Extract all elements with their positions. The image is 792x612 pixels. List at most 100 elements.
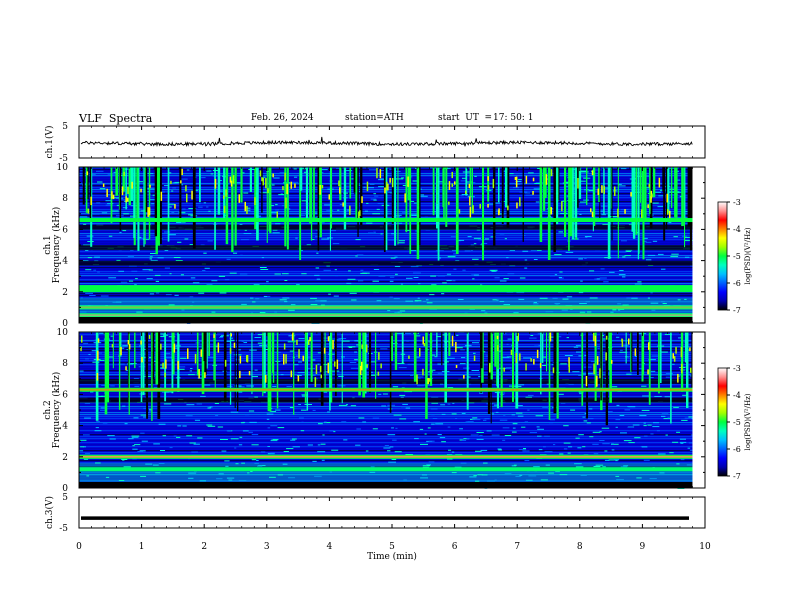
speckle [300,430,305,432]
speckle [533,259,538,260]
speckle [286,448,294,450]
speckle [118,270,125,272]
sferic [214,332,216,388]
speckle [224,460,230,462]
sferic [630,332,632,373]
speckle [684,417,692,419]
speckle [178,368,185,370]
sferic [364,332,367,394]
colorbar-tick-label: -6 [733,445,741,454]
speckle [688,442,696,444]
speckle [417,376,424,378]
speckle [238,349,241,351]
speckle [164,231,171,233]
speckle [452,402,455,404]
speckle [503,304,511,305]
sferic [641,332,645,375]
speckle [239,273,248,275]
sferic [658,332,660,394]
spark [294,183,296,188]
speckle [272,232,280,234]
noise-row [79,432,693,434]
speckle [350,405,357,407]
speckle [198,292,205,294]
speckle [124,193,130,195]
speckle [442,167,448,169]
speckle [515,183,521,185]
spark [319,185,321,195]
speckle [85,453,90,455]
speckle [395,214,402,216]
speckle [446,280,452,282]
speckle [306,244,312,246]
speckle [606,372,611,374]
spark [593,363,595,375]
noise-row [79,311,693,313]
speckle [317,451,326,453]
noise-row [79,366,693,368]
speckle [186,404,195,406]
spark [451,183,453,187]
noise-row [79,297,693,299]
speckle [301,409,307,411]
noise-row [79,448,693,450]
speckle [428,461,435,463]
plot-frame [78,496,706,529]
colorbar-tick-label: -4 [733,391,741,400]
speckle [442,183,448,185]
speckle [383,447,391,449]
sferic [432,167,435,216]
speckle [467,376,471,378]
sferic [660,332,662,384]
speckle [267,453,275,455]
speckle [522,250,529,252]
speckle [509,249,516,251]
speckle [189,244,195,246]
speckle [645,241,652,243]
sferic [684,332,687,363]
speckle [372,280,379,282]
speckle [552,297,558,299]
sferic [611,167,613,241]
speckle [177,241,182,243]
sferic [631,167,635,232]
speckle [129,265,137,267]
speckle [188,374,195,376]
sferic [134,332,136,369]
speckle [467,383,472,385]
sferic [490,332,493,380]
speckle [586,422,591,424]
speckle [608,459,616,461]
spark [232,175,235,184]
speckle [388,461,397,463]
spark [463,375,465,379]
speckle [626,297,631,299]
speckle [246,385,254,387]
speckle [659,472,665,474]
y-tick-label: 6 [62,225,68,235]
speckle [507,273,515,275]
speckle [523,357,532,359]
speckle [228,479,233,481]
sferic [119,332,122,356]
spark [525,175,528,184]
speckle [307,444,313,446]
speckle [456,334,459,336]
speckle [366,187,374,189]
sferic [653,167,656,198]
speckle [318,423,323,425]
speckle [206,424,213,426]
speckle [618,274,626,276]
speckle [455,347,463,349]
speckle [558,336,562,338]
speckle [186,169,190,171]
speckle [626,373,632,375]
speckle [395,178,404,180]
speckle [329,471,333,473]
speckle [622,276,626,278]
speckle [402,403,408,405]
speckle [661,415,666,417]
speckle [442,282,447,284]
speckle [162,435,167,437]
speckle [675,179,681,181]
